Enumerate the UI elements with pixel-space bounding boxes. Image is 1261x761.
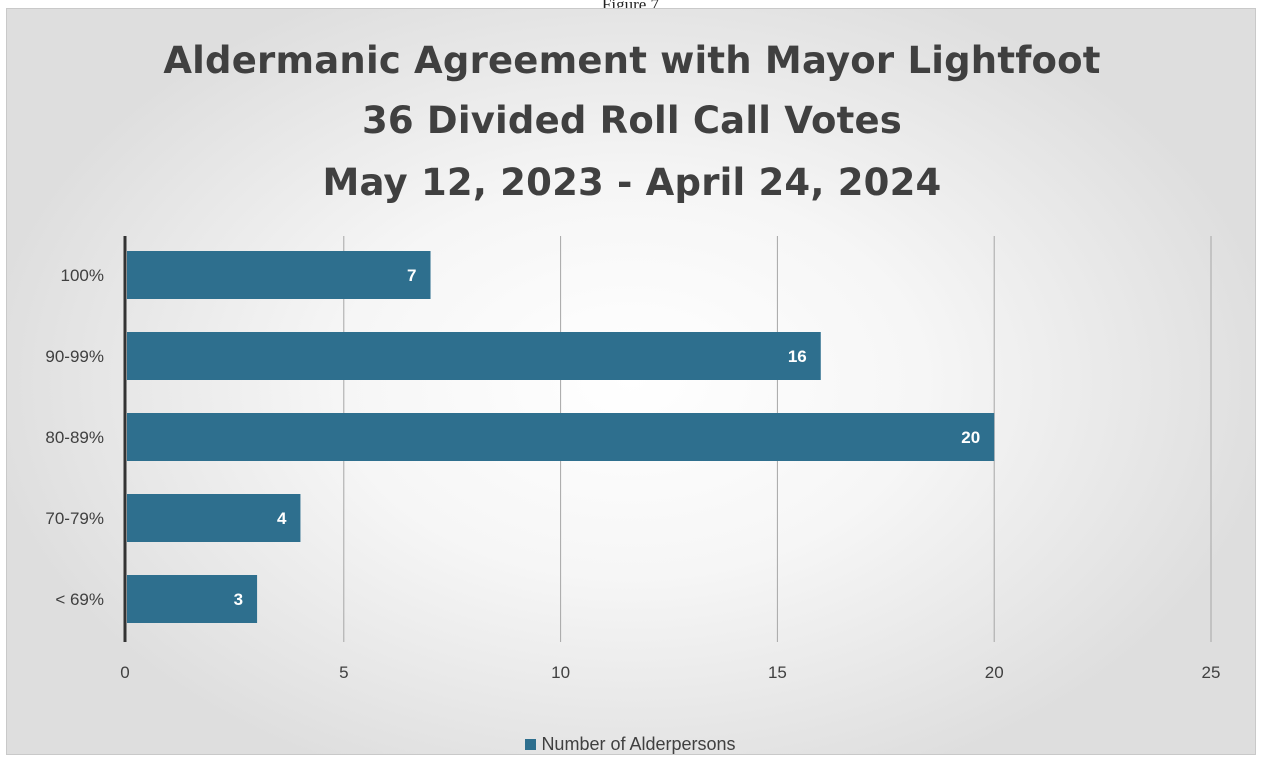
chart-title-line-2: 36 Divided Roll Call Votes	[361, 99, 903, 142]
x-tick-label-15: 15	[768, 663, 787, 682]
chart-title-line-3: May 12, 2023 - April 24, 2024	[322, 161, 942, 204]
bar-1	[127, 332, 821, 380]
x-tick-label-0: 0	[120, 663, 129, 682]
chart-panel: Aldermanic Agreement with Mayor Lightfoo…	[6, 8, 1256, 755]
figure-caption: Figure 7	[601, 0, 660, 10]
legend-swatch	[525, 739, 537, 750]
category-label-2: 80-89%	[45, 428, 104, 447]
legend: Number of Alderpersons	[0, 734, 1261, 755]
category-label-1: 90-99%	[45, 347, 104, 366]
category-label-0: 100%	[61, 266, 104, 285]
data-label-3: 4	[277, 509, 287, 528]
legend-label: Number of Alderpersons	[541, 734, 736, 754]
category-label-4: < 69%	[55, 590, 104, 609]
category-label-3: 70-79%	[45, 509, 104, 528]
x-tick-label-5: 5	[339, 663, 348, 682]
x-tick-label-20: 20	[985, 663, 1004, 682]
bar-4	[127, 575, 258, 623]
x-tick-label-25: 25	[1202, 663, 1221, 682]
data-label-1: 16	[788, 347, 807, 366]
bar-2	[127, 413, 995, 461]
data-label-4: 3	[234, 590, 243, 609]
bar-0	[127, 251, 431, 299]
bar-3	[127, 494, 301, 542]
data-label-2: 20	[961, 428, 980, 447]
x-tick-label-10: 10	[551, 663, 570, 682]
data-label-0: 7	[407, 266, 416, 285]
chart-title-line-1: Aldermanic Agreement with Mayor Lightfoo…	[163, 39, 1101, 82]
